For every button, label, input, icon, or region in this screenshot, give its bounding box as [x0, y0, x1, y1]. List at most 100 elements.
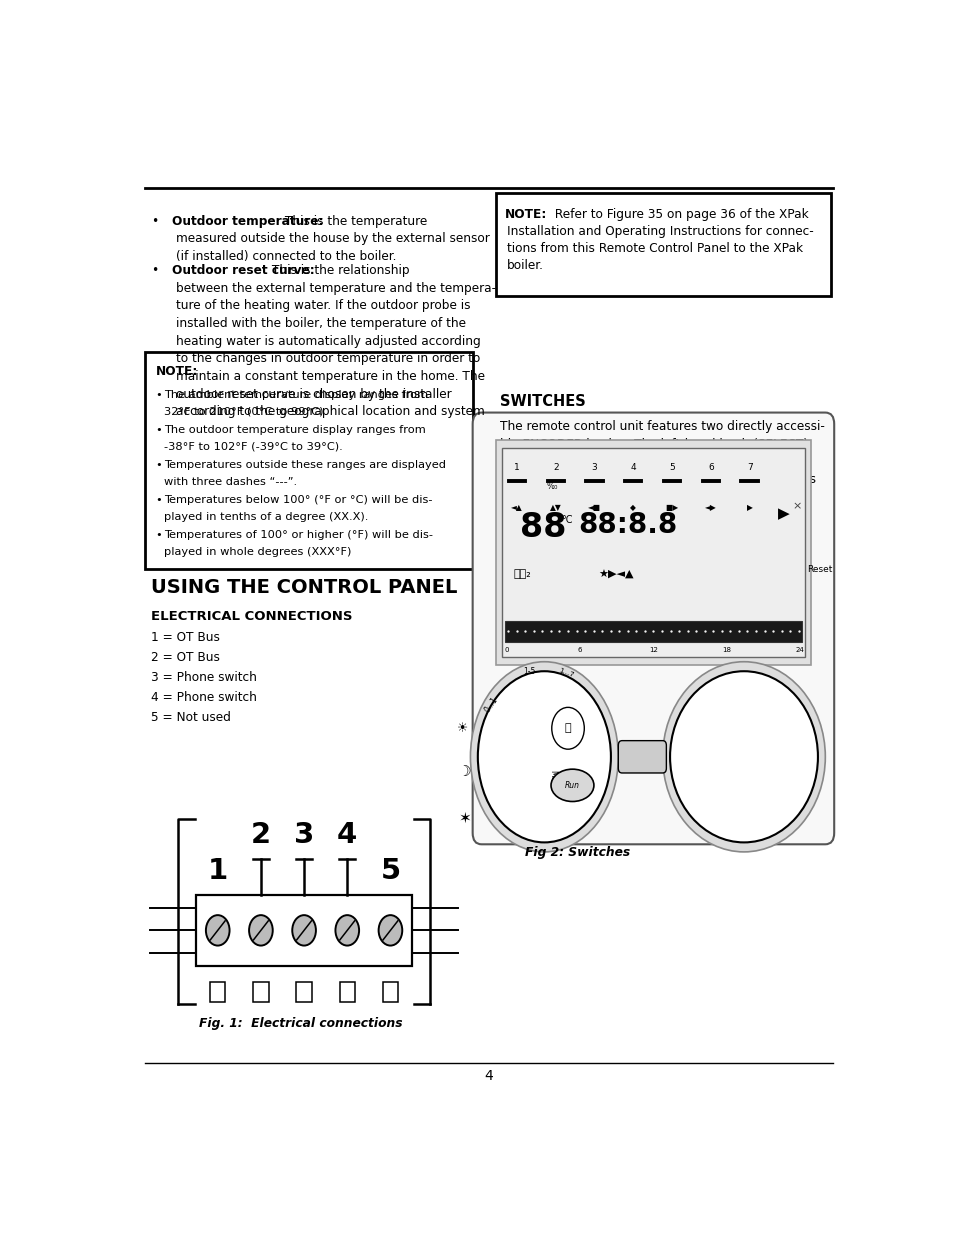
Text: ▶: ▶: [778, 506, 789, 521]
Text: 6: 6: [578, 647, 581, 653]
Text: ✶: ✶: [457, 811, 471, 826]
Text: Reset: Reset: [807, 564, 832, 574]
Text: •: •: [151, 264, 158, 277]
Text: ELECTRICAL CONNECTIONS: ELECTRICAL CONNECTIONS: [151, 610, 353, 624]
Bar: [196, 894, 412, 966]
Text: played in tenths of a degree (XX.X).: played in tenths of a degree (XX.X).: [164, 511, 369, 521]
Text: 0: 0: [504, 647, 508, 653]
Text: ☽: ☽: [457, 763, 471, 778]
Text: 5: 5: [380, 857, 400, 885]
Text: •: •: [155, 459, 162, 471]
Text: 4: 4: [630, 463, 636, 472]
Ellipse shape: [669, 672, 817, 842]
Circle shape: [335, 915, 358, 946]
Text: ”: ”: [702, 456, 709, 468]
Text: Fig. 1:  Electrical connections: Fig. 1: Electrical connections: [198, 1018, 402, 1030]
Text: Fig 2: Switches: Fig 2: Switches: [524, 846, 630, 860]
Text: ×: ×: [792, 501, 801, 511]
Text: is used to select the operating mode. Turn to “: is used to select the operating mode. Tu…: [499, 456, 781, 468]
Text: 1 = OT Bus: 1 = OT Bus: [151, 631, 220, 645]
Text: used to modify the selected value.: used to modify the selected value.: [499, 490, 709, 504]
Text: 24: 24: [795, 647, 803, 653]
Text: 5 = Not used: 5 = Not used: [151, 711, 231, 724]
Text: 0...1: 0...1: [482, 695, 499, 714]
Text: 3: 3: [591, 463, 597, 472]
Text: installed with the boiler, the temperature of the: installed with the boiler, the temperatu…: [176, 317, 466, 330]
Circle shape: [378, 915, 402, 946]
Text: Temperatures of 100° or higher (°F) will be dis-: Temperatures of 100° or higher (°F) will…: [164, 530, 433, 540]
Text: •: •: [155, 495, 162, 505]
Bar: [145, 352, 472, 568]
FancyBboxPatch shape: [472, 412, 833, 845]
Text: ◄■: ◄■: [587, 503, 600, 511]
Text: The ambient temperature display ranges from: The ambient temperature display ranges f…: [164, 390, 428, 400]
Text: ☀: ☀: [456, 721, 468, 735]
Text: Temperatures outside these ranges are displayed: Temperatures outside these ranges are di…: [164, 459, 446, 471]
Text: 3: 3: [294, 821, 314, 848]
Text: Temperatures below 100° (°F or °C) will be dis-: Temperatures below 100° (°F or °C) will …: [164, 495, 433, 505]
Text: Run: Run: [564, 781, 579, 790]
Text: maintain a constant temperature in the home. The: maintain a constant temperature in the h…: [176, 370, 485, 383]
Text: with three dashes “---”.: with three dashes “---”.: [164, 477, 297, 487]
Circle shape: [249, 915, 273, 946]
Text: according to the geographical location and system: according to the geographical location a…: [176, 405, 484, 419]
Text: 88: 88: [519, 510, 565, 543]
Text: 3 = Phone switch: 3 = Phone switch: [151, 671, 256, 684]
Text: ⏲: ⏲: [564, 724, 571, 734]
Text: for normal operation.  The right-hand knob (EDIT) is: for normal operation. The right-hand kno…: [499, 473, 815, 487]
Text: ble ENCODER knobs.  The left-hand knob (SELECT): ble ENCODER knobs. The left-hand knob (S…: [499, 437, 807, 451]
FancyBboxPatch shape: [618, 741, 665, 773]
Text: ◄▲: ◄▲: [511, 503, 522, 511]
Text: •: •: [155, 530, 162, 540]
Text: boiler.: boiler.: [506, 259, 543, 272]
Text: •: •: [155, 425, 162, 435]
Text: ★▶◄▲: ★▶◄▲: [598, 569, 633, 579]
Text: Outdoor reset curve:: Outdoor reset curve:: [172, 264, 314, 277]
Ellipse shape: [551, 769, 594, 802]
Text: ◄▶: ◄▶: [704, 503, 716, 511]
Text: to the changes in outdoor temperature in order to: to the changes in outdoor temperature in…: [176, 352, 480, 366]
Text: ◆: ◆: [630, 503, 636, 511]
Text: heating water is automatically adjusted according: heating water is automatically adjusted …: [176, 335, 480, 348]
Bar: [296, 982, 312, 1002]
Text: NOTE:: NOTE:: [505, 209, 547, 221]
Text: 18: 18: [721, 647, 731, 653]
Circle shape: [477, 672, 610, 842]
Text: %₀: %₀: [546, 482, 558, 492]
Text: The remote control unit features two directly accessi-: The remote control unit features two dir…: [499, 420, 824, 433]
Text: tions from this Remote Control Panel to the XPak: tions from this Remote Control Panel to …: [506, 242, 802, 256]
Text: 2: 2: [553, 463, 558, 472]
Text: SWITCHES: SWITCHES: [499, 394, 585, 409]
Text: measured outside the house by the external sensor: measured outside the house by the extern…: [176, 232, 490, 246]
Circle shape: [292, 915, 315, 946]
Text: Installation and Operating Instructions for connec-: Installation and Operating Instructions …: [506, 225, 813, 238]
Bar: [253, 982, 269, 1002]
Bar: [496, 193, 830, 295]
Text: 12: 12: [648, 647, 658, 653]
Text: Mode: Mode: [548, 771, 558, 790]
Ellipse shape: [662, 662, 824, 852]
Text: 1: 1: [514, 463, 519, 472]
Text: The outdoor temperature display ranges from: The outdoor temperature display ranges f…: [164, 425, 426, 435]
Bar: [496, 440, 810, 664]
Text: 88:8.8: 88:8.8: [578, 510, 677, 538]
Text: 4 = Phone switch: 4 = Phone switch: [151, 692, 256, 704]
Text: Outdoor temperature:: Outdoor temperature:: [172, 215, 323, 227]
Text: This is the relationship: This is the relationship: [268, 264, 409, 277]
Bar: [339, 982, 355, 1002]
Text: °C: °C: [560, 515, 572, 525]
Text: between the external temperature and the tempera-: between the external temperature and the…: [176, 282, 496, 295]
Text: ⓘⓘ₂: ⓘⓘ₂: [513, 569, 531, 579]
Text: 7: 7: [746, 463, 752, 472]
Text: RUN: RUN: [682, 456, 712, 468]
Text: 4: 4: [336, 821, 357, 848]
Text: ▶: ▶: [746, 503, 752, 511]
Text: Refer to Figure 35 on page 36 of the XPak: Refer to Figure 35 on page 36 of the XPa…: [547, 209, 808, 221]
Text: •: •: [155, 390, 162, 400]
Text: 1-5: 1-5: [523, 667, 536, 676]
Text: •: •: [151, 215, 158, 227]
Text: ▲▼: ▲▼: [549, 503, 561, 511]
Bar: [382, 982, 397, 1002]
Text: NOTE:: NOTE:: [155, 366, 197, 378]
Text: (if installed) connected to the boiler.: (if installed) connected to the boiler.: [176, 249, 396, 263]
